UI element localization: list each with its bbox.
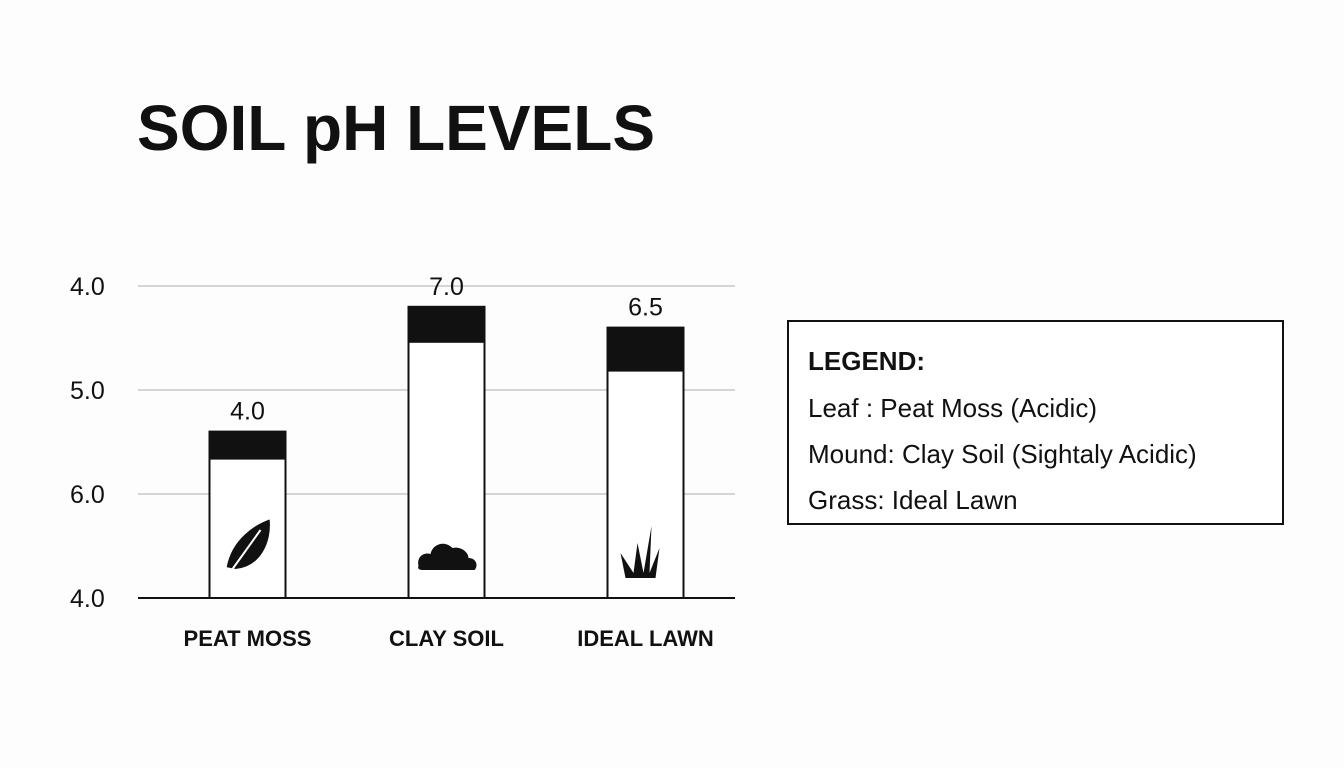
bar xyxy=(606,326,685,599)
legend-title: LEGEND: xyxy=(808,346,925,376)
value-label: 6.5 xyxy=(628,294,663,322)
x-tick-label: IDEAL LAWN xyxy=(577,626,713,651)
bar-icon xyxy=(224,516,272,577)
x-tick-label: PEAT MOSS xyxy=(184,626,312,651)
legend-item: Leaf : Peat Moss (Acidic) xyxy=(808,393,1097,423)
value-label: 7.0 xyxy=(429,273,464,301)
bar-cap xyxy=(607,327,684,372)
legend-item: Mound: Clay Soil (Sightaly Acidic) xyxy=(808,439,1197,469)
y-tick-label: 5.0 xyxy=(70,377,105,405)
y-tick-label: 4.0 xyxy=(70,585,105,613)
y-tick-label: 4.0 xyxy=(70,273,105,301)
legend-box xyxy=(787,320,1284,525)
bar-icon xyxy=(418,543,477,570)
bar-cap xyxy=(209,431,286,460)
value-label: 4.0 xyxy=(230,398,265,426)
legend-item: Grass: Ideal Lawn xyxy=(808,485,1018,515)
chart-title: SOIL pH LEVELS xyxy=(137,92,655,164)
bar-cap xyxy=(408,306,485,343)
bar-icon xyxy=(620,526,660,578)
y-tick-label: 6.0 xyxy=(70,481,105,509)
x-tick-label: CLAY SOIL xyxy=(389,626,504,651)
